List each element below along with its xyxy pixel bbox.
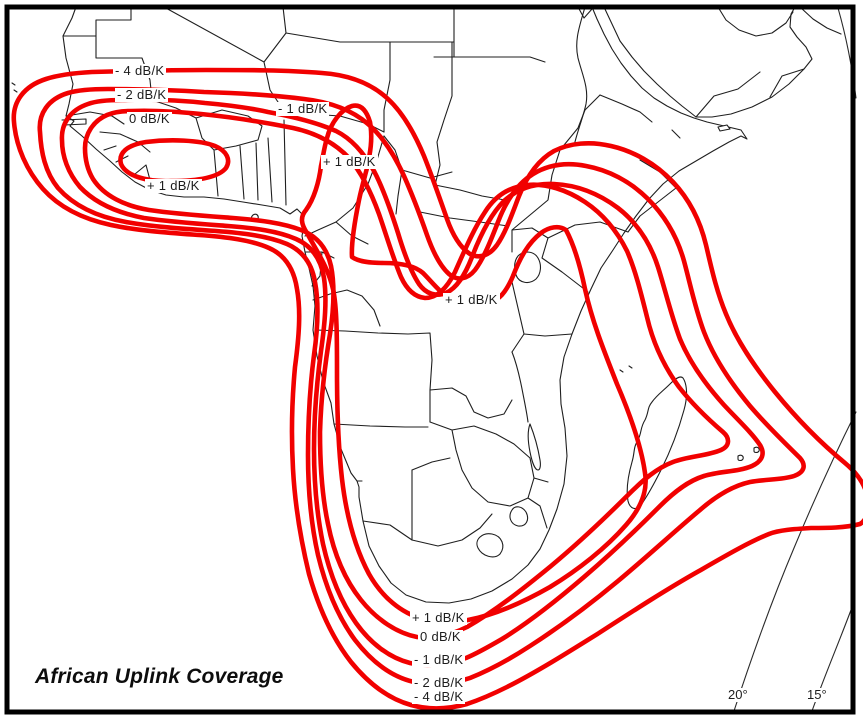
lesotho-outline: [476, 533, 504, 558]
drc-angola-borders: [314, 329, 513, 428]
comoros-islands: [619, 365, 633, 373]
contour-label: - 1 dB/K: [276, 101, 330, 116]
contour-label: - 2 dB/K: [115, 87, 169, 102]
west-sahara-borders: [62, 6, 153, 101]
contour-plus1-west-oval-path: [118, 138, 231, 184]
contour-label: + 1 dB/K: [145, 178, 202, 193]
contour-label: 0 dB/K: [418, 629, 463, 644]
cameroon-gabon-borders: [304, 221, 381, 327]
map-frame-border: [4, 4, 856, 715]
arabia-borders: [695, 6, 842, 118]
contour-plus1-main-path: [299, 103, 648, 625]
contour-label: + 1 dB/K: [321, 154, 378, 169]
contour-label: - 2 dB/K: [412, 675, 466, 690]
africa-coastline: [62, 6, 748, 604]
algeria-mali-border: [163, 6, 546, 186]
senegal-gambia-borders: [61, 111, 151, 153]
contour-minus4-path: [11, 67, 863, 711]
contour-label: 0 dB/K: [127, 111, 172, 126]
graticule-label: 20°: [727, 687, 749, 702]
lake-malawi: [527, 423, 541, 471]
lake-tanganyika: [511, 351, 529, 423]
contour-label: - 4 dB/K: [113, 63, 167, 78]
sinai-outline: [577, 6, 593, 19]
country-borders: [11, 6, 842, 604]
cape-verde-islands: [11, 82, 18, 93]
contour-label: - 1 dB/K: [412, 652, 466, 667]
contour-label: - 4 dB/K: [412, 689, 466, 704]
contour-minus2-path: [37, 86, 806, 687]
graticule-label: 15°: [806, 687, 828, 702]
contour-label: + 1 dB/K: [410, 610, 467, 625]
uganda-kenya-tanzania-borders: [511, 227, 589, 353]
swaziland-outline: [509, 506, 529, 527]
mauritius-reunion-islands: [737, 446, 760, 462]
contour-label: + 1 dB/K: [443, 292, 500, 307]
madagascar-outline: [626, 376, 688, 510]
arabia-coastline: [603, 6, 813, 118]
socotra-island: [717, 124, 731, 132]
zambia-zimbabwe-borders: [429, 421, 549, 529]
nile-river: [573, 6, 588, 147]
map-title: African Uplink Coverage: [35, 665, 284, 688]
botswana-namibia-borders: [356, 457, 493, 547]
